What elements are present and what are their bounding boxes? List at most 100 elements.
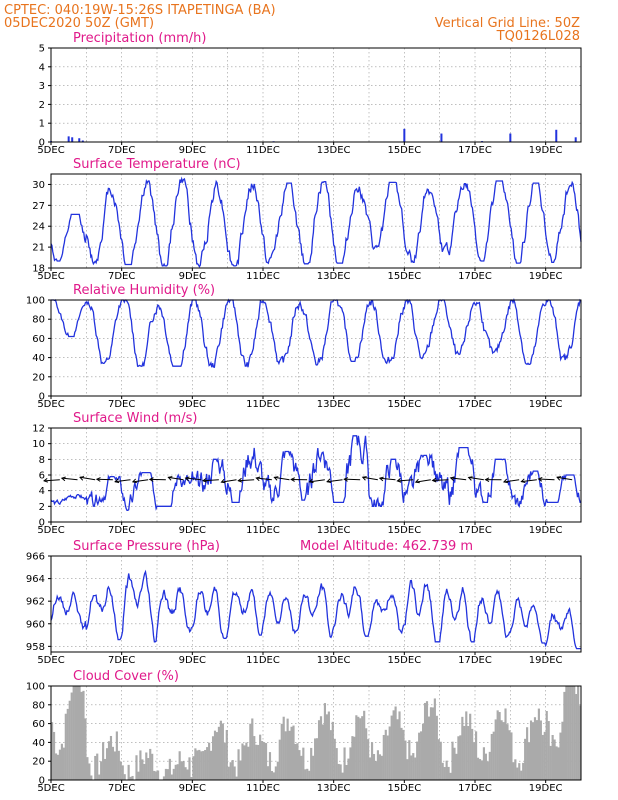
wind-arrow — [397, 479, 414, 482]
cloud-bar — [143, 763, 146, 780]
cloud-bar — [357, 716, 360, 780]
x-tick-label: 15DEC — [387, 399, 421, 410]
wind-arrow — [168, 476, 184, 481]
wind-arrow-head — [378, 476, 384, 482]
cloud-bar — [365, 728, 368, 780]
cloud-bar — [263, 742, 266, 780]
wind-arrow-head — [220, 478, 226, 484]
y-tick-label: 5 — [39, 44, 45, 55]
cloud-bar — [135, 755, 138, 780]
cloud-bar — [104, 758, 107, 780]
y-tick-label: 0 — [39, 776, 45, 787]
x-tick-label: 11DEC — [246, 145, 280, 156]
wind-arrow-head — [290, 477, 295, 482]
y-tick-label: 1 — [39, 119, 45, 130]
cloud-bar — [206, 747, 209, 780]
cloud-bar — [56, 754, 60, 780]
x-tick-label: 17DEC — [458, 783, 492, 794]
cloud-bar — [105, 748, 109, 780]
cloud-bar — [569, 686, 572, 780]
cloud-bar — [298, 750, 301, 780]
cloud-bar — [202, 751, 205, 780]
cloud-bar — [394, 706, 397, 780]
cloud-bar — [388, 726, 391, 780]
cloud-bar — [109, 735, 113, 780]
cloud-bar — [353, 736, 356, 780]
cloud-bar — [343, 747, 346, 780]
x-tick-label: 7DEC — [108, 655, 135, 666]
wind-arrow — [202, 479, 219, 482]
y-tick-label: 24 — [32, 222, 45, 233]
x-tick-label: 7DEC — [108, 525, 135, 536]
panel-1: 0 1 2 3 4 5 5DEC 7DEC 9DEC 11DEC 13DEC 15DEC 17DEC 19… — [37, 31, 582, 156]
cloud-bar — [514, 759, 517, 780]
cloud-bar — [545, 711, 548, 780]
x-tick-label: 7DEC — [108, 271, 135, 282]
y-tick-label: 0 — [39, 138, 45, 149]
precip-bar — [67, 136, 70, 142]
cloud-bar — [245, 742, 248, 780]
cloud-bar — [323, 703, 327, 780]
y-tick-label: 958 — [26, 642, 45, 653]
cloud-bar — [90, 775, 93, 780]
x-tick-label: 11DEC — [246, 525, 280, 536]
x-tick-label: 17DEC — [458, 655, 492, 666]
cloud-bar — [443, 767, 446, 780]
cloud-bar — [439, 741, 442, 780]
cloud-bar — [115, 731, 118, 780]
cloud-bar — [347, 758, 350, 780]
cloud-bar — [463, 725, 466, 780]
x-tick-label: 15DEC — [387, 783, 421, 794]
cloud-bar — [243, 745, 246, 780]
series-line — [50, 569, 581, 650]
x-tick-label: 17DEC — [458, 525, 492, 536]
cloud-bar — [412, 753, 415, 780]
cloud-bar — [141, 759, 144, 780]
cloud-bar — [486, 761, 489, 780]
cloud-bar — [531, 722, 535, 780]
cloud-bar — [502, 722, 505, 780]
wind-arrow-head — [537, 476, 543, 482]
wind-arrow — [450, 477, 467, 481]
cloud-bar — [559, 732, 562, 780]
cloud-bar — [445, 760, 448, 780]
cloud-bar — [127, 764, 130, 780]
cloud-bar — [182, 761, 185, 780]
wind-arrow — [80, 476, 96, 481]
cloud-bar — [325, 714, 328, 780]
cloud-bar — [437, 739, 440, 780]
cloud-bar — [274, 766, 277, 780]
cloud-bar — [349, 747, 352, 780]
cloud-bar — [543, 731, 546, 780]
x-tick-label: 19DEC — [529, 783, 563, 794]
x-tick-label: 5DEC — [37, 271, 64, 282]
cloud-bar — [180, 761, 183, 780]
y-tick-label: 2 — [39, 502, 45, 513]
cloud-bar — [494, 719, 497, 780]
cloud-bar — [208, 742, 211, 780]
x-tick-label: 11DEC — [246, 655, 280, 666]
wind-arrow — [185, 477, 202, 481]
cloud-bar — [508, 730, 511, 780]
header-date: 05DEC2020 50Z (GMT) — [4, 16, 154, 31]
cloud-bar — [529, 720, 533, 780]
cloud-bar — [461, 716, 464, 780]
wind-arrow-head — [60, 476, 66, 482]
x-tick-label: 9DEC — [179, 399, 206, 410]
cloud-bar — [390, 715, 393, 780]
series-line — [50, 176, 582, 268]
panel-frame — [50, 555, 582, 653]
header-line1: CPTEC: 040:19W-15:26S ITAPETINGA (BA) — [4, 3, 276, 18]
cloud-bar — [215, 732, 219, 780]
cloud-bar — [549, 745, 552, 780]
cloud-bar — [184, 767, 187, 780]
wind-arrow-head — [467, 476, 473, 481]
panel-5: 958 960 962 964 966 5DEC 7DEC 9DEC 11DEC 13DEC 15D… — [26, 539, 582, 666]
cloud-bar — [533, 717, 537, 780]
panel-title: Surface Temperature (nC) — [73, 157, 241, 172]
cloud-bar — [249, 723, 252, 780]
cloud-bar — [153, 770, 156, 780]
x-tick-label: 5DEC — [37, 525, 64, 536]
wind-arrow — [221, 479, 237, 483]
